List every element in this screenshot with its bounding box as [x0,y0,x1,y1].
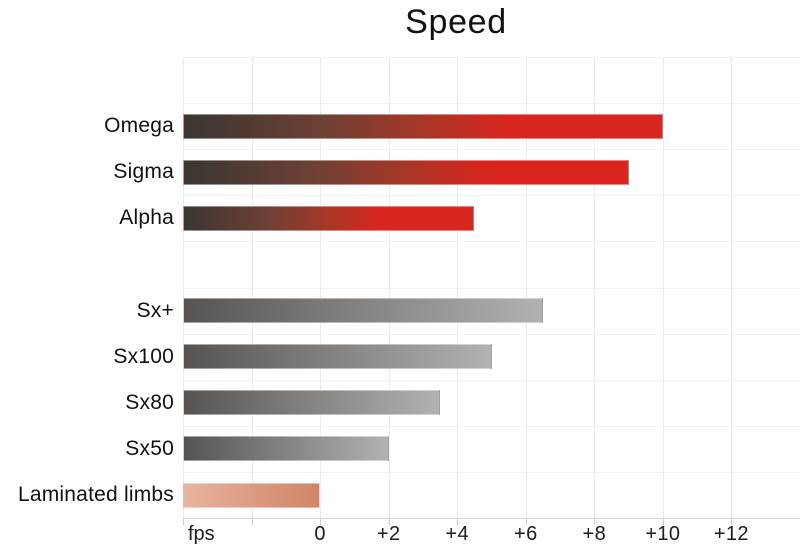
axis-tick-mark [594,519,596,525]
category-label: Sx100 [113,344,174,368]
horizontal-gridline [183,241,800,243]
axis-tick-mark [662,519,664,525]
plot-area [183,57,800,518]
category-label: Omega [104,114,174,138]
bar-sigma [183,159,629,185]
axis-tick-mark [525,519,527,525]
horizontal-gridline [183,379,800,381]
bar-laminated-limbs [183,482,321,508]
horizontal-gridline [183,425,800,427]
axis-tick-mark [251,519,253,525]
x-tick-label: +6 [513,523,538,545]
axis-tick-mark [457,519,459,525]
category-label: Sigma [113,160,174,184]
x-axis-line [183,518,800,519]
horizontal-gridline [183,149,800,151]
horizontal-gridline [183,195,800,197]
horizontal-gridline [183,471,800,473]
x-tick-label: 0 [314,523,326,545]
horizontal-gridline [183,287,800,289]
category-label: Laminated limbs [17,482,174,506]
x-axis-unit-label: fps [188,523,215,545]
bar-sx100 [183,344,492,370]
x-tick-label: +12 [713,523,749,545]
bar-sx50 [183,436,389,462]
category-label: Alpha [119,206,174,230]
axis-tick-mark [183,519,184,525]
horizontal-gridline [183,333,800,335]
horizontal-gridline [183,57,800,58]
axis-tick-mark [388,519,390,525]
axis-tick-mark [731,519,733,525]
category-label: Sx80 [125,390,174,414]
chart-title: Speed [405,3,507,41]
bar-sx80 [183,390,441,416]
horizontal-gridline [183,103,800,105]
bar-alpha [183,205,475,231]
x-tick-label: +4 [445,523,469,545]
x-tick-label: +8 [582,523,607,545]
x-tick-label: +2 [376,523,401,545]
bar-omega [183,113,663,139]
category-label: Sx+ [136,298,174,322]
category-label: Sx50 [125,436,174,460]
axis-tick-mark [320,519,322,525]
x-tick-label: +10 [645,523,681,545]
bar-sx- [183,298,543,324]
